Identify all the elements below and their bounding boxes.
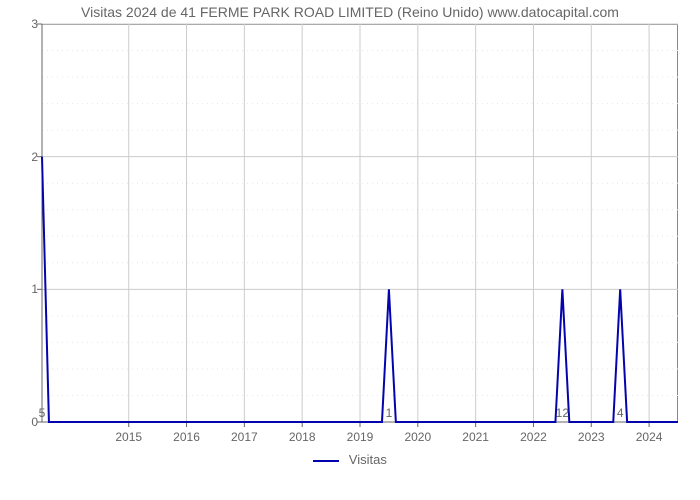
legend: Visitas: [0, 452, 700, 467]
x-tick-label: 2023: [578, 430, 605, 444]
x-tick-label: 2019: [347, 430, 374, 444]
chart-title: Visitas 2024 de 41 FERME PARK ROAD LIMIT…: [0, 4, 700, 20]
x-tick-label: 2017: [231, 430, 258, 444]
data-label: 4: [617, 406, 624, 420]
x-tick-label: 2018: [289, 430, 316, 444]
chart-svg: [42, 24, 678, 422]
x-tick-label: 2022: [520, 430, 547, 444]
y-tick-label: 2: [8, 150, 38, 164]
data-label: 1: [386, 406, 393, 420]
x-tick-label: 2020: [404, 430, 431, 444]
x-tick-label: 2016: [173, 430, 200, 444]
x-tick-label: 2021: [462, 430, 489, 444]
data-label: 5: [39, 406, 46, 420]
y-tick-label: 3: [8, 17, 38, 31]
legend-swatch: [313, 460, 339, 462]
x-tick-label: 2015: [115, 430, 142, 444]
y-tick-label: 0: [8, 415, 38, 429]
x-tick-label: 2024: [636, 430, 663, 444]
legend-label: Visitas: [349, 452, 387, 467]
data-label: 12: [556, 406, 569, 420]
chart-container: Visitas 2024 de 41 FERME PARK ROAD LIMIT…: [0, 0, 700, 500]
y-tick-label: 1: [8, 282, 38, 296]
